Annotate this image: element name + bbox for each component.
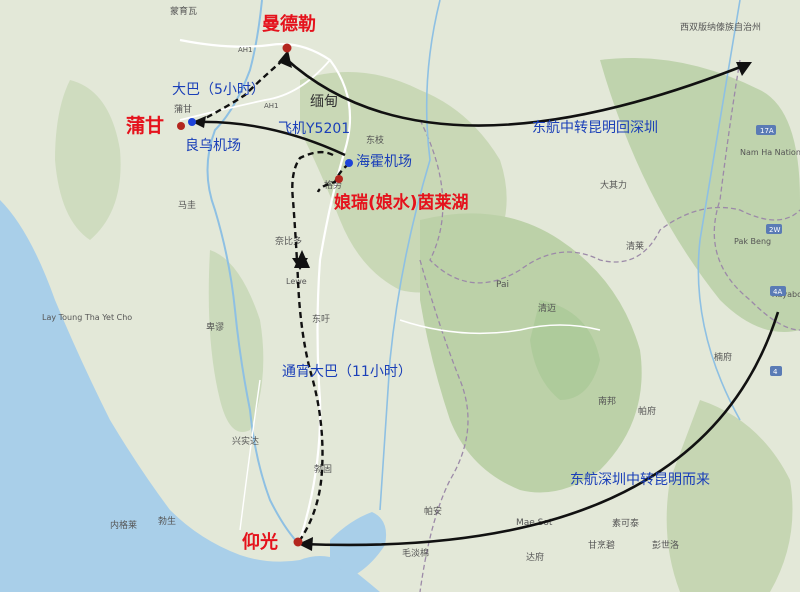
road-west bbox=[239, 379, 261, 531]
base-label: 勃生 bbox=[158, 515, 176, 527]
base-label: Pak Beng bbox=[734, 237, 771, 246]
road-shield-label: AH1 bbox=[264, 102, 279, 110]
base-labels: 蒙育瓦 AH1 蒲甘 AH1 东枝 格劳 马圭 Lay Toung Tha Ye… bbox=[42, 5, 800, 563]
mandalay-label: 曼德勒 bbox=[262, 13, 316, 35]
base-label: 内格莱 bbox=[110, 519, 137, 531]
yangon-marker[interactable] bbox=[293, 537, 303, 547]
base-label: Lay Toung Tha Yet Cho bbox=[42, 313, 132, 322]
base-label: 素可泰 bbox=[612, 517, 639, 529]
road-shield-text: 4A bbox=[773, 288, 782, 296]
border-myanmar-thailand-laos bbox=[419, 119, 800, 284]
base-label: 清莱 bbox=[626, 240, 644, 252]
base-label: Xayabo bbox=[772, 290, 800, 299]
return-flight-route bbox=[284, 57, 749, 127]
nyaung-u-airport-label: 良乌机场 bbox=[185, 138, 241, 154]
main-highway bbox=[179, 38, 352, 541]
arrival-arrow-icon bbox=[298, 537, 313, 551]
west-ranges bbox=[55, 80, 121, 240]
mekong-river bbox=[697, 0, 741, 421]
mandalay-marker[interactable] bbox=[282, 43, 292, 53]
heho-airport-label: 海霍机场 bbox=[356, 154, 412, 170]
flight-label: 飞机Y5201 bbox=[278, 121, 350, 137]
return-arrow-start-icon bbox=[278, 50, 292, 68]
base-label: Nam Ha National Bio-Diversity bbox=[740, 148, 800, 157]
country-label: 缅甸 bbox=[310, 94, 338, 110]
base-label: 南邦 bbox=[598, 395, 616, 407]
base-label: 卑谬 bbox=[206, 321, 224, 333]
bus-route-mandalay-bagan bbox=[197, 59, 284, 124]
arrow-up-icon-2 bbox=[294, 250, 310, 268]
route-heho-inle bbox=[316, 163, 350, 193]
base-label: Mae Sot bbox=[516, 518, 553, 528]
night-bus-route bbox=[291, 150, 334, 541]
base-label: 彭世洛 bbox=[652, 539, 679, 551]
base-label: 甘烹碧 bbox=[588, 539, 615, 551]
road-shield-icon bbox=[770, 366, 782, 376]
irrawaddy-river bbox=[206, 0, 301, 546]
flight-route bbox=[195, 120, 346, 157]
base-label: 蒲甘 bbox=[174, 103, 192, 115]
base-label: 帕府 bbox=[638, 405, 656, 417]
border-laos bbox=[713, 59, 800, 331]
road-shields: 17A 2W 4A 4 bbox=[756, 125, 786, 376]
base-label: Pai bbox=[496, 280, 509, 290]
road-shield-icon bbox=[766, 224, 782, 234]
bagan-label: 蒲甘 bbox=[126, 114, 164, 137]
base-label: 清迈 bbox=[538, 302, 556, 314]
inle-label: 娘瑞(娘水)茵莱湖 bbox=[334, 192, 469, 213]
base-label: Lewe bbox=[286, 277, 307, 286]
road-shield-icon bbox=[770, 286, 786, 296]
forest-patch-2 bbox=[666, 400, 793, 592]
road-shield-icon bbox=[756, 125, 776, 135]
base-label: 毛淡棉 bbox=[402, 547, 429, 559]
thai-highlands bbox=[420, 213, 642, 493]
road-shield-text: 4 bbox=[773, 368, 778, 376]
yangon-label: 仰光 bbox=[242, 531, 278, 553]
night-bus-label: 通宵大巴（11小时） bbox=[282, 363, 412, 380]
arrival-flight-route bbox=[301, 311, 780, 547]
base-label: 帕安 bbox=[424, 505, 442, 517]
sea bbox=[0, 200, 380, 592]
base-label: 东吁 bbox=[312, 313, 330, 325]
nyaung-u-airport-marker[interactable] bbox=[188, 118, 196, 126]
arrival-route-label: 东航深圳中转昆明而来 bbox=[570, 472, 710, 488]
inle-marker[interactable] bbox=[335, 175, 343, 183]
border-myanmar-thailand-south bbox=[419, 259, 469, 592]
base-label: 楠府 bbox=[714, 351, 732, 363]
road-shield-text: 17A bbox=[760, 127, 774, 135]
base-label: 勃固 bbox=[314, 463, 332, 475]
road-shield-label: AH1 bbox=[238, 46, 253, 54]
base-label: 马圭 bbox=[178, 199, 196, 211]
return-route-label: 东航中转昆明回深圳 bbox=[532, 120, 658, 136]
laos-highlands bbox=[600, 58, 800, 332]
base-label: 大其力 bbox=[600, 179, 627, 191]
heho-airport-marker[interactable] bbox=[345, 159, 353, 167]
base-label: 兴实达 bbox=[232, 435, 259, 447]
flight-arrow-icon bbox=[192, 116, 206, 128]
gulf-of-martaban bbox=[330, 512, 387, 575]
base-label: 蒙育瓦 bbox=[170, 5, 197, 17]
base-label: 西双版纳傣族自治州 bbox=[680, 21, 761, 33]
return-arrow-end-icon bbox=[736, 62, 752, 76]
bago-yoma bbox=[208, 250, 264, 432]
salween-river bbox=[379, 0, 441, 511]
base-label: 达府 bbox=[526, 551, 544, 563]
base-label: 奈比多 bbox=[275, 235, 302, 247]
base-label: 东枝 bbox=[366, 134, 384, 146]
bus-label: 大巴（5小时） bbox=[172, 82, 265, 98]
road-thailand bbox=[399, 319, 601, 335]
bagan-marker[interactable] bbox=[177, 122, 185, 130]
road-shield-text: 2W bbox=[769, 226, 780, 234]
